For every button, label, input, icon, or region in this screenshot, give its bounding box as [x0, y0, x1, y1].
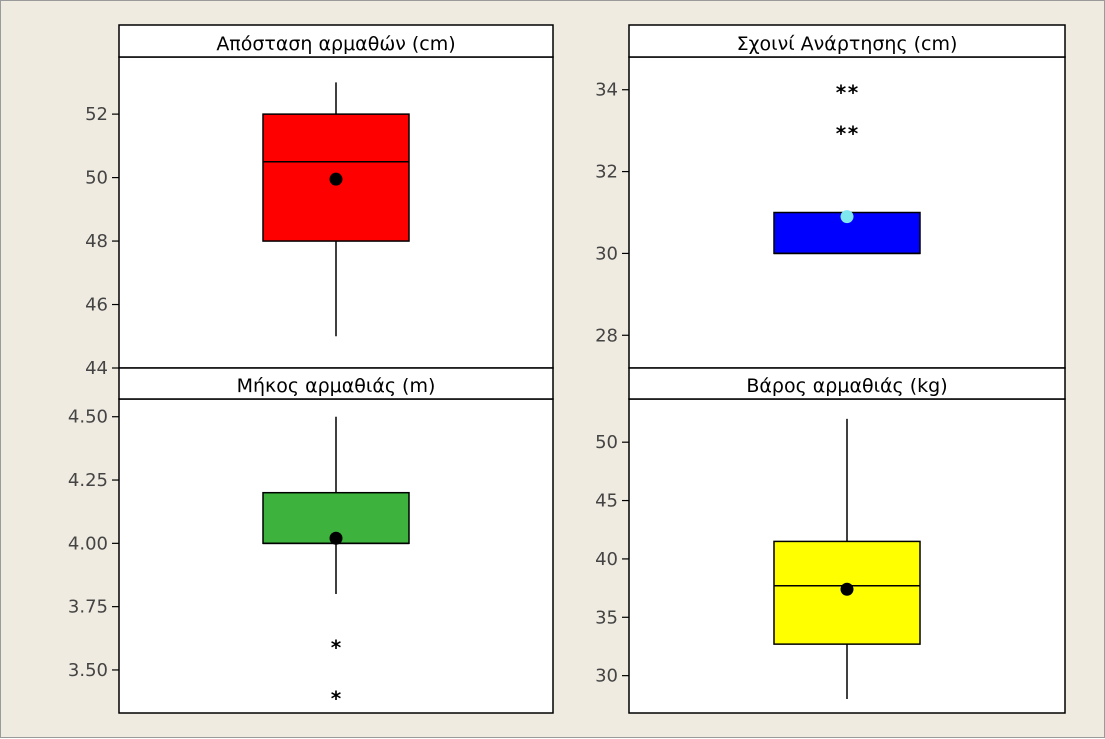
y-tick-label: 44 [85, 358, 108, 379]
mean-marker [329, 531, 343, 545]
y-tick-label: 3.75 [68, 597, 108, 618]
y-tick-label: 4.00 [68, 533, 108, 554]
panel-title: Σχοινί Ανάρτησης (cm) [737, 33, 958, 55]
panel-4: Βάρος αρμαθιάς (kg) 30 35 40 45 50 [595, 367, 1066, 714]
y-tick-label: 34 [595, 80, 618, 101]
y-tick-label: 35 [595, 607, 618, 628]
y-tick-label: 3.50 [68, 660, 108, 681]
y-tick-label: 30 [595, 666, 618, 687]
panel-header [628, 24, 1066, 58]
panel-title: Μήκος αρμαθιάς (m) [237, 375, 436, 397]
mean-marker [840, 582, 854, 596]
mean-marker [840, 210, 854, 224]
y-tick-label: 52 [85, 104, 108, 125]
y-tick-label: 46 [85, 295, 108, 316]
y-tick-label: 50 [85, 168, 108, 189]
y-tick-label: 40 [595, 549, 618, 570]
y-tick-label: 28 [595, 325, 618, 346]
panel-2: Σχοινί Ανάρτησης (cm) 28 30 32 34 ** ** [595, 24, 1066, 369]
panel-header [628, 367, 1066, 400]
panel-header [118, 24, 554, 58]
y-tick-label: 30 [595, 243, 618, 264]
panel-1: Απόσταση αρμαθών (cm) 44 46 48 50 52 [85, 24, 554, 379]
y-tick-label: 45 [595, 491, 618, 512]
y-tick-label: 50 [595, 432, 618, 453]
outlier-marker: ** [835, 122, 859, 146]
panel-title: Βάρος αρμαθιάς (kg) [746, 375, 947, 397]
outlier-marker: * [330, 636, 342, 660]
panel-header [118, 367, 554, 400]
panel-3: Μήκος αρμαθιάς (m) 3.50 3.75 4.00 4.25 4.50 * * [68, 367, 554, 714]
outlier-marker: ** [835, 81, 859, 105]
y-tick-label: 48 [85, 231, 108, 252]
y-tick-label: 32 [595, 162, 618, 183]
mean-marker [329, 172, 343, 186]
panel-title: Απόσταση αρμαθών (cm) [216, 33, 455, 55]
y-tick-label: 4.50 [68, 407, 108, 428]
y-tick-label: 4.25 [68, 470, 108, 491]
outlier-marker: * [330, 686, 342, 710]
